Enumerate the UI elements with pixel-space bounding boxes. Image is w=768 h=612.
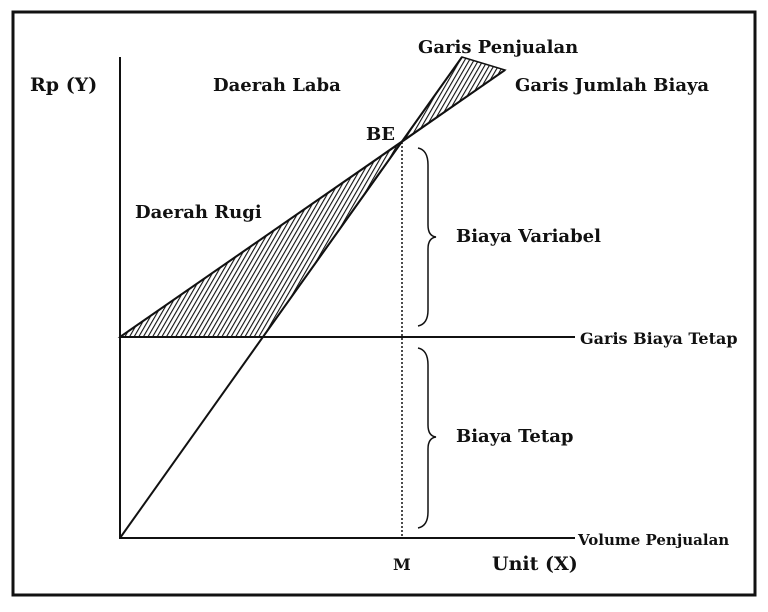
loss-area-label: Daerah Rugi bbox=[135, 202, 262, 223]
sales-line bbox=[119, 56, 463, 539]
fixed-cost-brace bbox=[417, 347, 437, 529]
break-even-label: BE bbox=[366, 124, 395, 145]
total-cost-line-label: Garis Jumlah Biaya bbox=[515, 75, 709, 96]
frame-border bbox=[11, 10, 757, 597]
fixed-cost-label: Biaya Tetap bbox=[456, 426, 573, 447]
profit-area-label: Daerah Laba bbox=[213, 75, 341, 96]
break-even-quantity-label: M bbox=[393, 555, 411, 574]
sales-line-label: Garis Penjualan bbox=[418, 37, 578, 58]
x-axis-label: Unit (X) bbox=[492, 553, 578, 575]
y-axis-label: Rp (Y) bbox=[30, 74, 97, 96]
total-cost-line bbox=[119, 69, 506, 338]
variable-cost-label: Biaya Variabel bbox=[456, 226, 601, 247]
variable-cost-brace bbox=[417, 147, 437, 327]
sales-volume-label: Volume Penjualan bbox=[577, 531, 729, 549]
fixed-cost-line-label: Garis Biaya Tetap bbox=[580, 329, 738, 348]
